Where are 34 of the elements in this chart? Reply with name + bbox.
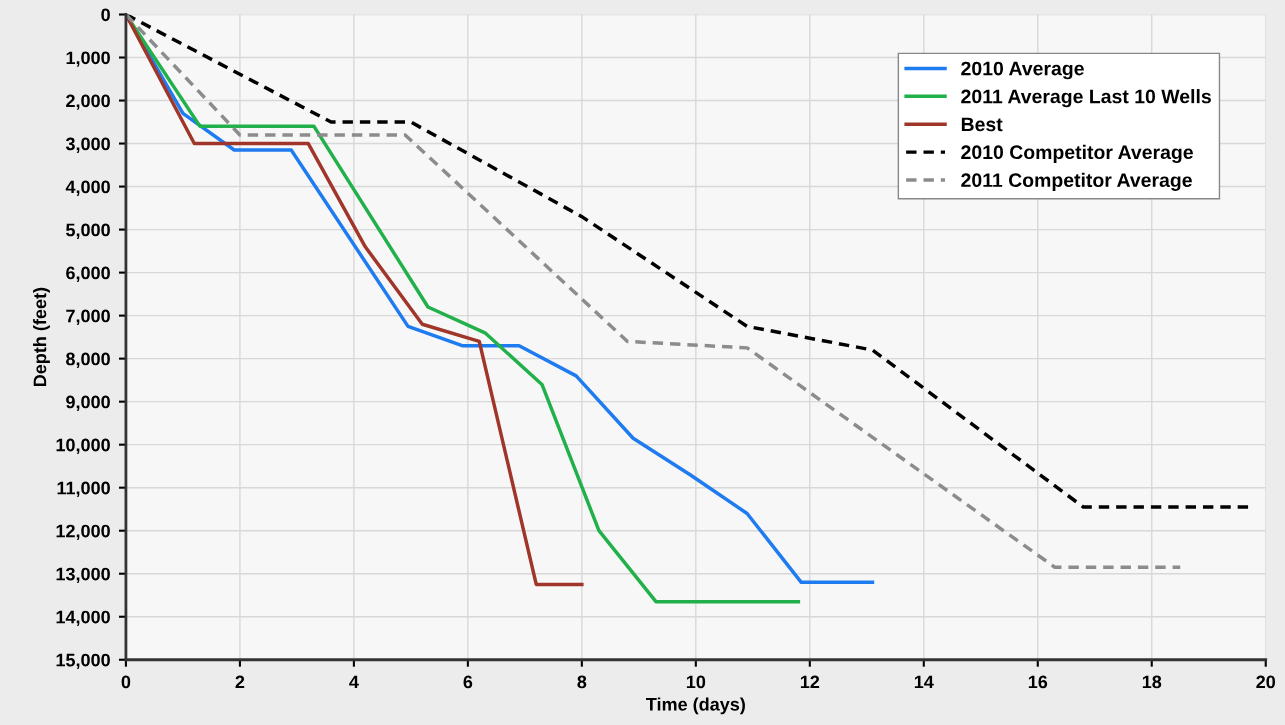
y-tick-label: 13,000 [56,567,110,584]
x-tick-label: 20 [1256,675,1276,689]
legend-label: 2010 Competitor Average [961,144,1193,164]
y-tick-label: 5,000 [66,223,110,239]
x-tick-label: 0 [121,675,131,689]
x-tick-label: 18 [1142,675,1162,689]
x-tick-label: 16 [1028,675,1048,689]
legend-label: Best [961,117,1003,132]
y-tick-label: 0 [101,8,110,22]
y-tick-label: 10,000 [56,438,110,454]
y-tick-label: 9,000 [66,395,110,411]
x-tick-label: 6 [463,675,473,689]
y-tick-label: 4,000 [65,180,110,196]
y-tick-label: 11,000 [57,481,110,498]
y-tick-label: 15,000 [56,653,110,670]
y-tick-label: 14,000 [56,610,110,627]
y-tick-label: 7,000 [66,309,110,325]
y-tick-label: 2,000 [66,94,110,110]
x-tick-label: 8 [577,675,587,689]
y-tick-label: 8,000 [66,352,110,368]
y-tick-label: 6,000 [66,266,110,282]
legend-label: 2011 Average Last 10 Wells [961,89,1211,108]
y-tick-label: 12,000 [56,524,110,541]
x-axis-title: Time (days) [646,697,745,715]
x-tick-label: 12 [800,675,820,689]
legend-label: 2011 Competitor Average [961,172,1192,191]
y-tick-label: 3,000 [65,137,110,153]
x-tick-label: 2 [235,675,245,689]
x-tick-label: 4 [349,675,359,689]
y-tick-label: 1,000 [66,51,110,67]
y-axis-title: Depth (feet) [33,287,50,387]
x-tick-label: 10 [686,675,706,689]
x-tick-label: 14 [914,675,934,689]
legend-label: 2010 Average [961,61,1084,80]
